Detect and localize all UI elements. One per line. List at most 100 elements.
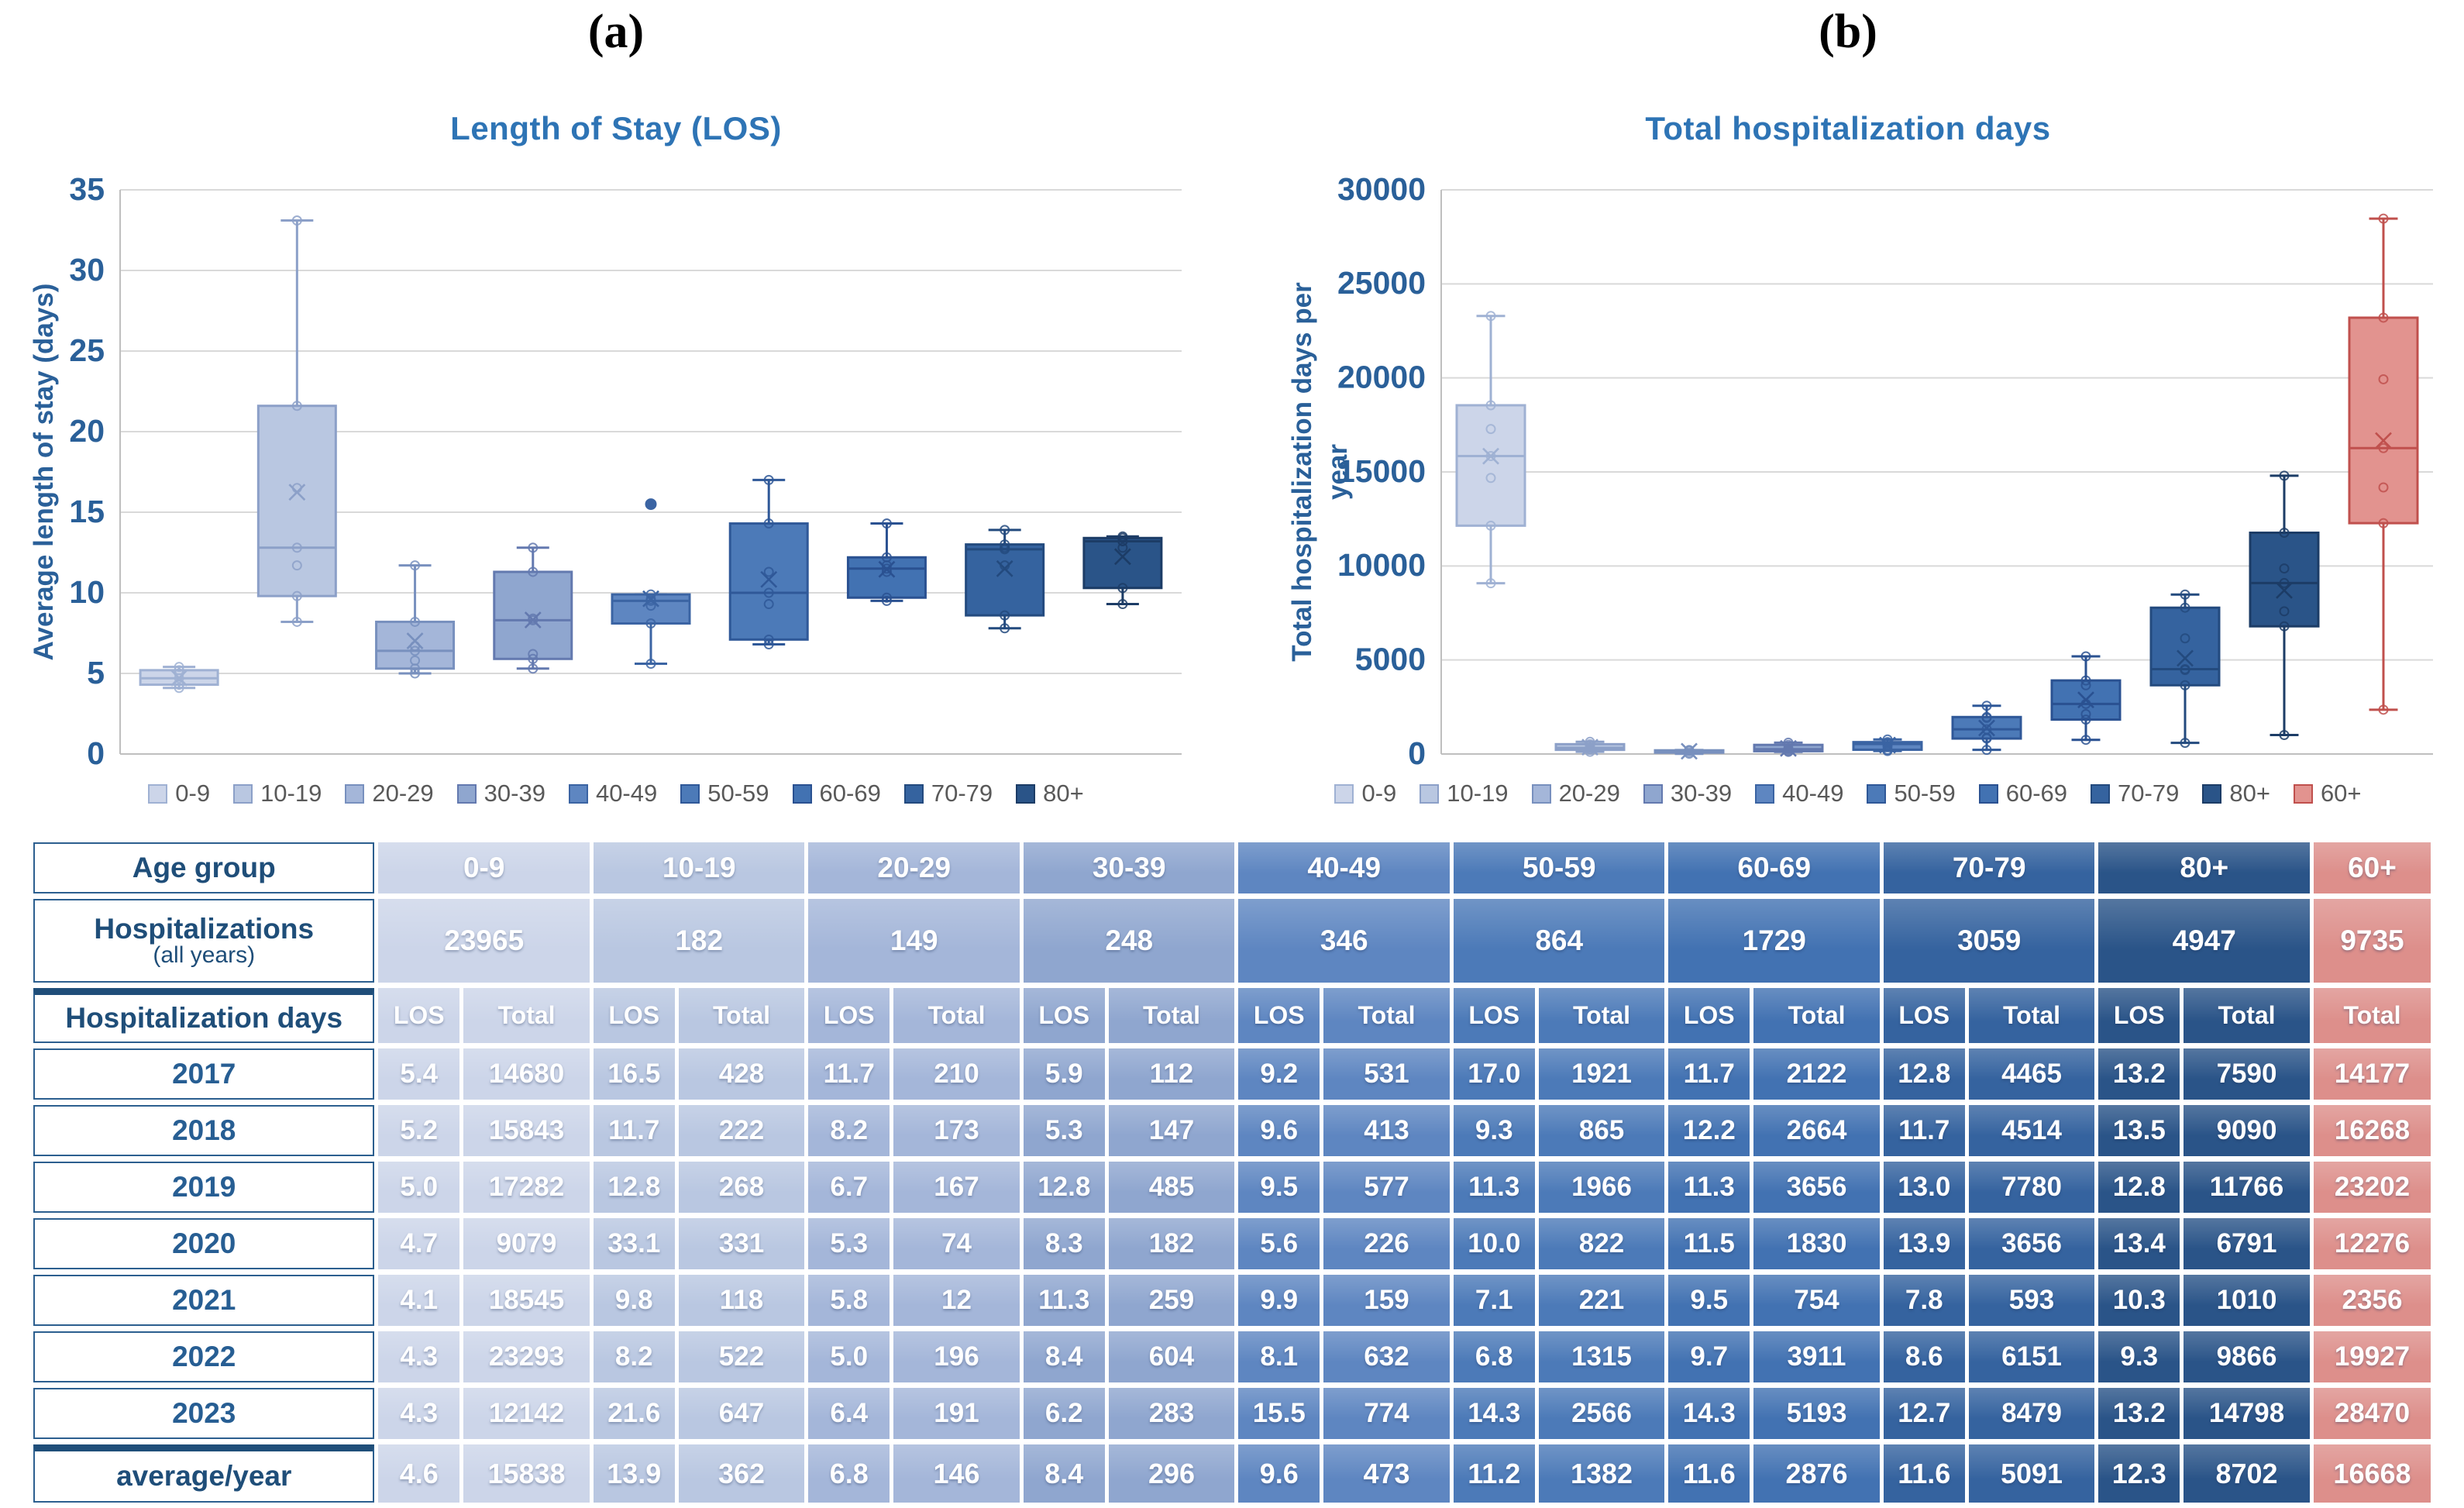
average-value-cell: 4.6 [378,1444,460,1503]
legend-item-40-49: 40-49 [1755,780,1843,807]
panel-b-label: (b) [1819,5,1877,58]
average-value-cell: 11.2 [1453,1444,1535,1503]
value-cell: 283 [1108,1388,1235,1439]
data-point [2378,374,2389,384]
value-cell: 226 [1323,1218,1450,1269]
value-cell: 5193 [1753,1388,1880,1439]
data-point [528,663,539,674]
value-cell: 6791 [2184,1218,2310,1269]
boxplot-group-80+ [2249,470,2320,740]
iqr-box [846,556,927,599]
data-point [2378,213,2389,224]
value-cell: 13.2 [2098,1048,2180,1100]
data-point [2378,312,2389,323]
legend-swatch-icon [1531,783,1551,804]
value-cell: 8.4 [1023,1331,1105,1382]
data-point [410,560,421,571]
chart-b-title: Total hospitalization days [1645,110,2051,146]
table-row-2021: 2021 4.1 18545 9.8 118 5.8 12 11.3 259 9.9 159 7.1 2… [33,1275,2431,1326]
year-header-2018: 2018 [33,1105,375,1156]
year-header-2017: 2017 [33,1048,375,1100]
sub-header-total: Total [1968,988,2095,1043]
hospitalizations-count: 23965 [378,899,590,983]
value-cell: 12.8 [1883,1048,1965,1100]
legend-swatch-icon [568,783,588,804]
data-point [2180,633,2190,644]
legend-label: 0-9 [175,780,211,807]
data-point [2180,589,2190,600]
mean-marker [524,611,542,628]
value-cell: 16268 [2313,1105,2431,1156]
row-header-age-group: Age group [33,842,375,893]
value-cell: 9.5 [1238,1162,1320,1213]
value-cell: 428 [678,1048,805,1100]
value-cell: 5.3 [1023,1105,1105,1156]
legend-swatch-icon [1978,783,1998,804]
value-cell: 19927 [2313,1331,2431,1382]
boxplot-group-10-19 [256,215,337,627]
y-tick-label: 0 [87,735,105,771]
legend-swatch-icon [1755,783,1775,804]
boxplot-group-30-39 [493,542,573,674]
value-cell: 74 [893,1218,1020,1269]
mean-marker [1113,548,1131,566]
value-cell: 222 [678,1105,805,1156]
value-cell: 33.1 [593,1218,675,1269]
legend-swatch-icon [1334,783,1354,804]
hospitalizations-count: 149 [808,899,1020,983]
sub-header-total: Total [2184,988,2310,1043]
y-tick-label: 20000 [1337,359,1426,394]
age-group-header-40-49: 40-49 [1238,842,1450,893]
boxplot-group-70-79 [965,525,1045,634]
value-cell: 15.5 [1238,1388,1320,1439]
value-cell: 10.3 [2098,1275,2180,1326]
value-cell: 8.2 [808,1105,890,1156]
value-cell: 9.9 [1238,1275,1320,1326]
boxplot-group-10-19 [1554,736,1626,757]
boxplot-group-80+ [1082,531,1163,610]
data-point [1485,424,1496,435]
legend-item-20-29: 20-29 [345,780,434,807]
legend-swatch-icon [792,783,812,804]
sub-header-total: Total [1323,988,1450,1043]
table-row-2022: 2022 4.3 23293 8.2 522 5.0 196 8.4 604 8.1 632 6.8 1… [33,1331,2431,1382]
value-cell: 14.3 [1668,1388,1750,1439]
mean-marker [1780,739,1797,757]
value-cell: 5.8 [808,1275,890,1326]
boxplot-group-60+ [2348,213,2419,715]
table-row-2023: 2023 4.3 12142 21.6 647 6.4 191 6.2 283 15.5 774 14… [33,1388,2431,1439]
sub-header-los: LOS [1238,988,1320,1043]
year-header-2019: 2019 [33,1162,375,1213]
data-point [2279,527,2290,538]
value-cell: 13.9 [1883,1218,1965,1269]
value-cell: 647 [678,1388,805,1439]
value-cell: 1830 [1753,1218,1880,1269]
boxplot-group-40-49 [611,498,691,670]
table-row-2020: 2020 4.7 9079 33.1 331 5.3 74 8.3 182 5.6 226 10.0 8… [33,1218,2431,1269]
data-point [528,566,539,577]
data-point [410,616,421,627]
boxplot-group-30-39 [1753,737,1824,757]
panel-b: (b) Total hospitalization days 0 5000 1000… [1232,0,2464,835]
table-row-average: average/year 4.6 15838 13.9 362 6.8 146 8.4 296 9… [33,1444,2431,1503]
data-point [1981,701,1992,711]
legend-item-60+: 60+ [2293,780,2362,807]
mean-marker [1482,447,1499,465]
value-cell: 12.8 [2098,1162,2180,1213]
value-cell: 5.3 [808,1218,890,1269]
data-point [1000,542,1010,553]
value-cell: 12276 [2313,1218,2431,1269]
value-cell: 10.0 [1453,1218,1535,1269]
data-point [881,566,892,577]
data-point [2080,714,2091,725]
value-cell: 413 [1323,1105,1450,1156]
data-point [2080,675,2091,686]
data-point [174,683,184,694]
value-cell: 2122 [1753,1048,1880,1100]
value-cell: 4.1 [378,1275,460,1326]
value-cell: 12142 [463,1388,590,1439]
data-point [1117,531,1128,542]
data-point [2180,680,2190,690]
table-row-2017: 2017 5.4 14680 16.5 428 11.7 210 5.9 112 9.2 531 17… [33,1048,2431,1100]
data-point [763,599,774,610]
